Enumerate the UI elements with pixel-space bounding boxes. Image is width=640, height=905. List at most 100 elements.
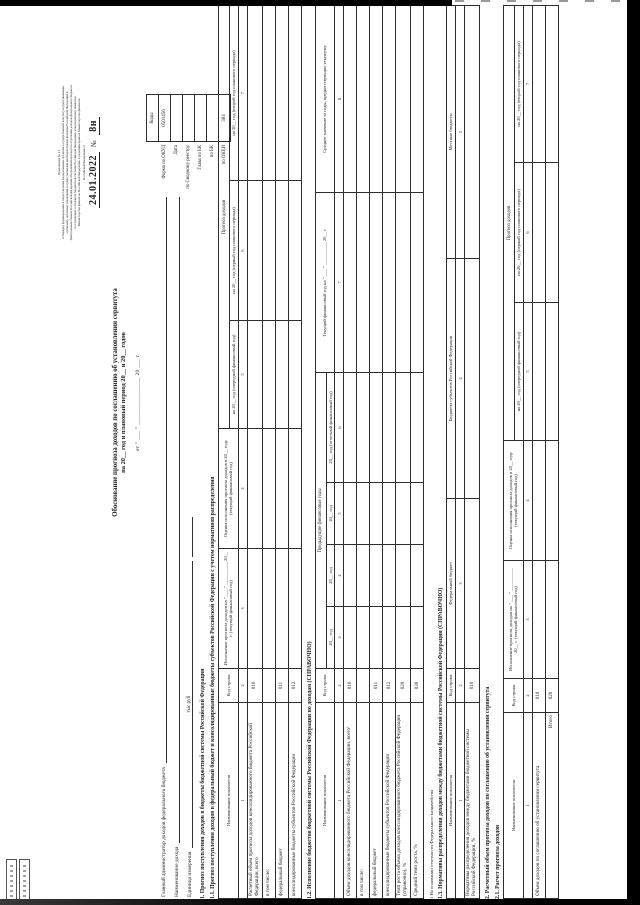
blank-underline xyxy=(160,197,167,764)
row-code: 012 xyxy=(382,668,396,703)
col-number: 5 xyxy=(238,320,248,429)
col-number: 4 xyxy=(455,258,465,499)
col-header: Код строки xyxy=(218,668,239,703)
table-1-1: Наименование показателя Код строки Испол… xyxy=(218,5,302,899)
unit-line: Единица измерения тыс руб xyxy=(186,517,193,897)
col-header: 20__ год (отчетный финансовый год) xyxy=(326,372,335,483)
order-number-value: 8н xyxy=(88,117,100,135)
col-header: на 20__ год (второй год планового период… xyxy=(229,5,239,181)
col-header: на 20__ год (очередной финансовый год) xyxy=(514,302,524,441)
col-number: 3 xyxy=(334,606,344,669)
col-number: 1 xyxy=(334,702,344,899)
col-header: Код строки xyxy=(315,668,335,703)
form-body: 1. Прогноз поступления доходов в бюджеты… xyxy=(196,5,564,900)
empty-cell xyxy=(369,372,383,483)
row-code: 030 xyxy=(410,668,424,703)
scan-artifact-top-bar xyxy=(0,0,452,6)
codes-row-value: 0501456 xyxy=(158,94,171,142)
empty-cell xyxy=(247,428,263,549)
order-date-line: 24.01.2022 № 8н xyxy=(88,70,100,255)
empty-cell xyxy=(382,606,396,669)
empty-cell xyxy=(395,606,411,669)
unit-value: тыс руб xyxy=(186,695,192,713)
corner-stamp-cell xyxy=(19,859,30,901)
empty-cell xyxy=(275,548,289,669)
col-number: 3 xyxy=(238,548,248,669)
table-row: Темп роста объема доходов консолидирован… xyxy=(395,5,411,899)
col-header: Наименование показателя xyxy=(503,712,524,899)
col-header: Текущий финансовый год на " ___ " ______… xyxy=(315,192,335,373)
unit-label: Единица измерения xyxy=(187,851,193,897)
empty-cell xyxy=(288,180,302,321)
empty-cell xyxy=(410,482,424,545)
empty-cell xyxy=(247,180,263,321)
row-label: в том числе: xyxy=(356,702,370,899)
col-number: 7 xyxy=(523,5,533,163)
empty-cell xyxy=(356,192,370,373)
table-2-1: Наименование показателя Код строки Испол… xyxy=(503,5,559,899)
table-row: Расчетный объем прогноза доходов консоли… xyxy=(247,5,263,899)
form-date-line: от " ___ " ________________ 20 ___ г. xyxy=(135,353,141,452)
col-header: Федеральный бюджет xyxy=(446,498,456,669)
empty-cell xyxy=(532,162,546,303)
row-label: Темп роста объема доходов консолидирован… xyxy=(395,702,411,899)
section-heading-1: 1. Прогноз поступления доходов в бюджеты… xyxy=(200,668,206,900)
empty-cell xyxy=(288,548,302,669)
col-number: 1 xyxy=(523,712,533,899)
col-number: 8 xyxy=(334,5,344,193)
empty-cell xyxy=(545,5,559,163)
col-number: 6 xyxy=(523,162,533,303)
empty-cell xyxy=(382,5,396,193)
col-number: 2 xyxy=(455,668,465,703)
col-header: Наименование показателя xyxy=(446,702,456,899)
col-header: 20__ год xyxy=(326,482,335,545)
scan-artifact-bottom-bar xyxy=(0,899,640,905)
empty-cell xyxy=(369,482,383,545)
col-header: Исполнение прогноза доходов на " ___ " _… xyxy=(503,560,524,679)
section-heading-1-1: 1.1. Прогноз поступления доходов в федер… xyxy=(210,476,216,899)
col-number: 7 xyxy=(334,192,344,373)
col-header: 20__ год xyxy=(326,606,335,669)
empty-cell xyxy=(395,192,411,373)
col-header: Наименование показателя xyxy=(315,702,335,899)
table-row: Средний темп роста, % 030 xyxy=(410,5,424,899)
col-group-header: Предыдущие финансовые годы xyxy=(315,372,327,669)
corner-stamp-box xyxy=(6,859,32,901)
col-group-header: Прогноз доходов xyxy=(218,5,230,429)
empty-cell xyxy=(356,372,370,483)
appendix-line: Российской Федерации от xyxy=(81,144,86,181)
row-code: 011 xyxy=(369,668,383,703)
codes-row-label: по Сводному реестру xyxy=(186,145,191,189)
blank-underline xyxy=(186,517,193,557)
col-number: 2 xyxy=(334,668,344,703)
col-number: 3 xyxy=(523,560,533,679)
col-header: Наименование показателя xyxy=(218,702,239,899)
scan-artifact-dashes xyxy=(455,0,627,2)
empty-cell xyxy=(343,544,357,607)
col-header: Код строки xyxy=(503,678,524,713)
empty-cell xyxy=(356,606,370,669)
col-number: 4 xyxy=(334,544,344,607)
row-code: 012 xyxy=(288,668,302,703)
footnote: 1 На основании отчетности Федерального к… xyxy=(429,790,435,899)
section-heading-2-1: 2.1. Расчет прогноза доходов xyxy=(495,824,502,899)
corner-stamp-cell xyxy=(6,859,17,901)
title-block: Обоснование прогноза доходов по соглашен… xyxy=(112,0,141,805)
section-heading-2: 2. Расчетный объем прогноза доходов по с… xyxy=(485,686,492,899)
col-number: 5 xyxy=(455,5,465,259)
col-number: 5 xyxy=(334,482,344,545)
empty-cell xyxy=(288,5,302,181)
col-header: Оценка исполнения прогноза доходов в 20_… xyxy=(218,428,239,549)
empty-cell xyxy=(532,440,546,561)
col-header: на 20__ год (первый год планового период… xyxy=(514,162,524,303)
table-row: Объем доходов консолидированного бюджета… xyxy=(343,5,357,899)
empty-cell xyxy=(262,320,276,429)
col-number: 5 xyxy=(523,302,533,441)
empty-cell xyxy=(369,5,383,193)
empty-cell xyxy=(247,320,263,429)
col-number: 1 xyxy=(455,702,465,899)
row-label: Объем доходов по соглашению об установле… xyxy=(532,712,546,899)
empty-cell xyxy=(410,372,424,483)
empty-cell xyxy=(410,606,424,669)
empty-cell xyxy=(275,428,289,549)
